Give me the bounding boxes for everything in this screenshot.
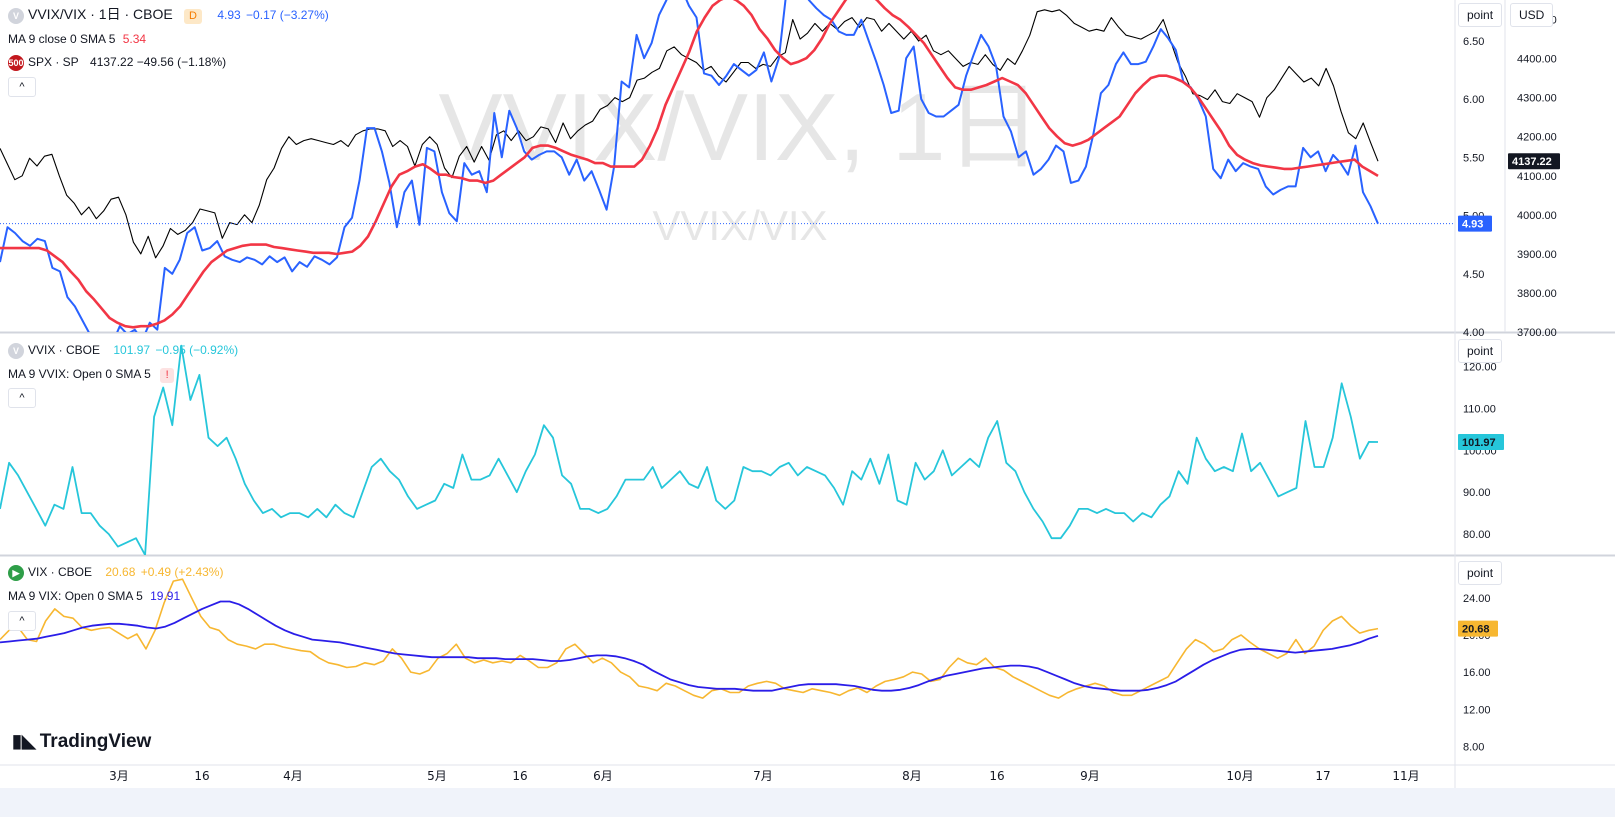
ratio-axis-tick-label: 4.50 [1463, 269, 1484, 281]
spx-axis-tick-label: 4000.00 [1517, 210, 1557, 222]
currency-button[interactable]: USD [1510, 3, 1554, 27]
pane2-legend: V VVIX · CBOE 101.97 −0.95 (−0.92%) [8, 342, 238, 359]
pane1-ma-label: MA 9 close 0 SMA 5 [8, 32, 116, 46]
time-tick-label: 8月 [902, 769, 922, 783]
pane2-collapse-button[interactable]: ^ [8, 388, 36, 408]
time-tick-label: 6月 [593, 769, 613, 783]
spx-axis-tick-label: 3900.00 [1517, 249, 1557, 261]
time-tick-label: 10月 [1226, 769, 1253, 783]
time-tick-label: 17 [1315, 769, 1330, 783]
vix-current-label: 20.68 [1462, 624, 1490, 636]
vix-axis-tick-label: 12.00 [1463, 704, 1491, 716]
pane1-price-change: −0.17 (−3.27%) [246, 8, 329, 22]
ratio-current-label-bg [1458, 215, 1492, 232]
time-tick-label: 16 [512, 769, 527, 783]
pane1-symbol-title[interactable]: VVIX/VIX · 1日 · CBOE [28, 6, 173, 22]
time-tick-label: 16 [194, 769, 209, 783]
vix-current-label-bg [1458, 620, 1498, 637]
spx-value: 4137.22 −49.56 (−1.18%) [90, 55, 227, 69]
spx-current-label-bg [1508, 153, 1560, 170]
vvix-logo-icon: V [8, 342, 24, 359]
pane3-ma-legend[interactable]: MA 9 VIX: Open 0 SMA 5 19.91 [8, 588, 180, 604]
pane3-ma-label: MA 9 VIX: Open 0 SMA 5 [8, 589, 143, 603]
vix-logo-icon: ▶ [8, 564, 24, 581]
brand-label: TradingView [39, 731, 152, 752]
time-tick-label: 16 [989, 769, 1004, 783]
ratio-current-label: 4.93 [1462, 219, 1483, 231]
vvix-line[interactable] [0, 344, 1379, 555]
interval-badge: D [184, 9, 202, 24]
watermark-main: VVIX/VIX, 1日 [439, 74, 1042, 181]
spx-current-label: 4137.22 [1512, 156, 1552, 168]
pane1-price-value: 4.93 [217, 8, 241, 22]
pane2-symbol-title[interactable]: VVIX · CBOE [28, 343, 101, 357]
bottom-bar [0, 788, 1615, 817]
spx-axis-tick-label: 4100.00 [1517, 171, 1557, 183]
time-tick-label: 7月 [753, 769, 773, 783]
vvix-current-label-bg [1458, 434, 1504, 451]
pane3-legend: ▶ VIX · CBOE 20.68 +0.49 (+2.43%) [8, 564, 223, 581]
ratio-axis-tick-label: 6.00 [1463, 94, 1484, 106]
spx-axis-tick-label: 3700.00 [1517, 327, 1557, 339]
spx-axis-tick-label: 4400.00 [1517, 54, 1557, 66]
pane2-price-change: −0.95 (−0.92%) [155, 343, 239, 357]
pane3-scale-button[interactable]: point [1458, 561, 1503, 585]
spx-line[interactable] [0, 9, 1379, 259]
vix-axis-tick-label: 8.00 [1463, 741, 1484, 753]
spx-axis-tick-label: 3800.00 [1517, 288, 1557, 300]
pane2-price-value: 101.97 [113, 343, 151, 357]
pane1-ma-legend[interactable]: MA 9 close 0 SMA 5 5.34 [8, 31, 146, 47]
pane2-scale-button[interactable]: point [1458, 339, 1503, 363]
tradingview-logo[interactable]: ▮◣ TradingView [12, 731, 151, 753]
pane3-price-change: +0.49 (+2.43%) [140, 565, 224, 579]
vvix-axis-tick-label: 120.00 [1463, 362, 1497, 374]
spx-legend[interactable]: 500 SPX · SP 4137.22 −49.56 (−1.18%) [8, 54, 226, 71]
pane3-price-value: 20.68 [105, 565, 136, 579]
pane1-legend: V VVIX/VIX · 1日 · CBOE D 4.93 −0.17 (−3.2… [8, 6, 329, 24]
vix-ma-line[interactable] [0, 600, 1379, 692]
pane1-collapse-button[interactable]: ^ [8, 77, 36, 97]
pane2-ma-label: MA 9 VVIX: Open 0 SMA 5 [8, 367, 151, 381]
vix-axis-tick-label: 24.00 [1463, 593, 1491, 605]
ratio-axis-tick-label: 5.50 [1463, 152, 1484, 164]
ratio-ma-line[interactable] [0, 0, 1379, 329]
spx-axis-tick-label: 4300.00 [1517, 93, 1557, 105]
watermark-sub: VVIX/VIX [652, 202, 827, 249]
pane2-ma-legend[interactable]: MA 9 VVIX: Open 0 SMA 5 ! [8, 366, 175, 383]
series-layer [0, 0, 1455, 699]
time-tick-label: 11月 [1392, 769, 1419, 783]
time-tick-label: 5月 [427, 769, 447, 783]
ratio-axis-tick-label: 6.50 [1463, 36, 1484, 48]
vvix-current-label: 101.97 [1462, 437, 1496, 449]
pane3-symbol-title[interactable]: VIX · CBOE [28, 565, 93, 579]
price-axes[interactable]: 6.506.005.505.004.504.004500.004400.0043… [1458, 15, 1560, 754]
vix-axis-tick-label: 16.00 [1463, 667, 1491, 679]
spx-logo-icon: 500 [8, 54, 24, 71]
pane1-scale-button[interactable]: point [1458, 3, 1503, 27]
warning-icon[interactable]: ! [160, 368, 175, 383]
vix-line[interactable] [0, 578, 1379, 699]
ratio-line[interactable] [0, 0, 1379, 350]
pane3-ma-value: 19.91 [150, 589, 181, 603]
time-tick-label: 4月 [283, 769, 303, 783]
time-tick-label: 3月 [109, 769, 129, 783]
spx-label: SPX · SP [28, 55, 79, 69]
vvix-axis-tick-label: 90.00 [1463, 487, 1491, 499]
ratio-axis-tick-label: 4.00 [1463, 327, 1484, 339]
vvix-axis-tick-label: 110.00 [1463, 403, 1496, 415]
spx-axis-tick-label: 4200.00 [1517, 132, 1557, 144]
pane3-collapse-button[interactable]: ^ [8, 611, 36, 631]
vvix-axis-tick-label: 80.00 [1463, 529, 1491, 541]
time-tick-label: 9月 [1080, 769, 1100, 783]
pane1-ma-value: 5.34 [122, 32, 147, 46]
tradingview-logo-icon: ▮◣ [12, 731, 36, 751]
symbol-logo-icon: V [8, 7, 24, 24]
time-axis[interactable]: 3月 16 4月 5月 16 6月 7月 8月 16 9月 10月 17 11月 [109, 769, 1419, 783]
